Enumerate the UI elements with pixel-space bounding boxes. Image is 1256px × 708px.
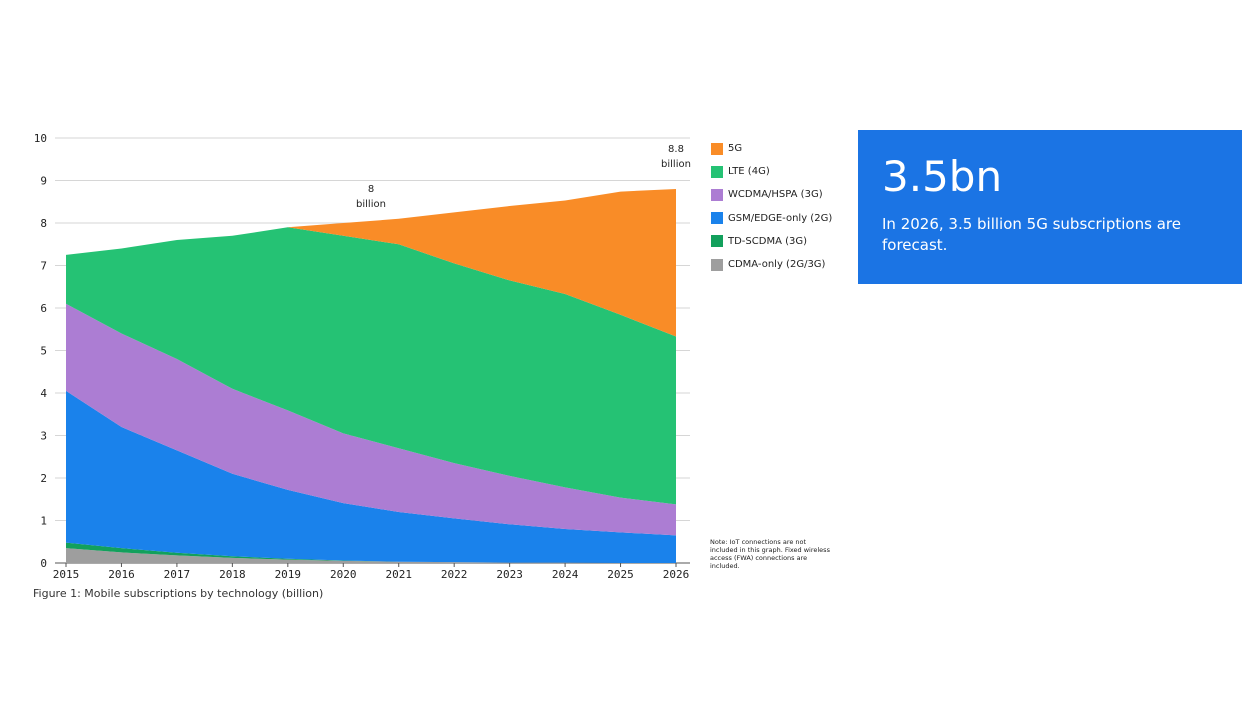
legend-label: WCDMA/HSPA (3G) <box>728 189 823 201</box>
x-tick-label: 2022 <box>441 568 468 581</box>
x-tick-label: 2026 <box>663 568 690 581</box>
legend-swatch <box>711 188 723 201</box>
legend-item: TD-SCDMA (3G) <box>711 230 832 253</box>
y-axis-ticks: 0 1 2 3 4 5 6 7 8 9 10 <box>34 132 48 570</box>
legend-label: GSM/EDGE-only (2G) <box>728 212 833 224</box>
annotation-unit: billion <box>661 159 691 170</box>
y-tick-label: 7 <box>40 260 47 273</box>
legend-label: CDMA-only (2G/3G) <box>728 259 826 271</box>
y-tick-label: 2 <box>40 472 47 485</box>
legend-item: LTE (4G) <box>711 160 832 183</box>
legend-swatch <box>711 165 723 178</box>
subscriptions-chart: 0 1 2 3 4 5 6 7 8 9 10 2015 2016 2017 2018 2019 2020 202… <box>34 132 691 581</box>
x-tick-label: 2023 <box>496 568 523 581</box>
area-wcdma-hspa-3g <box>66 303 676 536</box>
chart-legend: 5G LTE (4G) WCDMA/HSPA (3G) GSM/EDGE-only (… <box>711 137 832 276</box>
legend-label: 5G <box>728 143 743 155</box>
x-tick-label: 2021 <box>385 568 412 581</box>
legend-swatch <box>711 235 723 248</box>
x-tick-label: 2020 <box>330 568 357 581</box>
legend-item: 5G <box>711 137 832 160</box>
area-gsm-edge-only-2g <box>66 390 676 563</box>
x-axis-ticks: 2015 2016 2017 2018 2019 2020 2021 2022 2023 2024… <box>53 563 690 581</box>
y-tick-label: 6 <box>40 302 47 315</box>
x-tick-label: 2019 <box>275 568 302 581</box>
y-tick-label: 8 <box>40 217 47 230</box>
x-tick-label: 2018 <box>219 568 246 581</box>
area-5g <box>66 189 676 337</box>
x-tick-label: 2017 <box>164 568 191 581</box>
legend-item: CDMA-only (2G/3G) <box>711 253 832 276</box>
chart-annotations: 8 billion 8.8 billion <box>356 144 691 210</box>
legend-swatch <box>711 142 723 155</box>
area-lte-4g <box>66 227 676 505</box>
legend-item: WCDMA/HSPA (3G) <box>711 183 832 206</box>
highlight-value: 3.5bn <box>882 152 1003 201</box>
y-tick-label: 0 <box>40 557 47 570</box>
figure-caption: Figure 1: Mobile subscriptions by techno… <box>33 587 324 600</box>
y-tick-label: 5 <box>40 345 47 358</box>
annotation-value: 8.8 <box>668 144 684 155</box>
x-tick-label: 2016 <box>108 568 135 581</box>
area-cdma-only-2g-3g <box>66 548 676 563</box>
y-tick-label: 9 <box>40 175 47 188</box>
y-tick-label: 3 <box>40 430 47 443</box>
highlight-text: In 2026, 3.5 billion 5G subscriptions ar… <box>882 215 1181 255</box>
y-tick-label: 4 <box>40 387 47 400</box>
chart-note: Note: IoT connections are not included i… <box>710 538 830 570</box>
legend-swatch <box>711 212 723 225</box>
x-tick-label: 2015 <box>53 568 80 581</box>
y-tick-label: 1 <box>40 515 47 528</box>
annotation-unit: billion <box>356 199 386 210</box>
highlight-panel: 3.5bn In 2026, 3.5 billion 5G subscripti… <box>858 130 1242 284</box>
x-tick-label: 2025 <box>607 568 634 581</box>
x-tick-label: 2024 <box>552 568 579 581</box>
legend-label: TD-SCDMA (3G) <box>728 235 808 247</box>
legend-label: LTE (4G) <box>728 166 770 178</box>
legend-item: GSM/EDGE-only (2G) <box>711 207 832 230</box>
legend-swatch <box>711 258 723 271</box>
annotation-value: 8 <box>368 184 374 195</box>
y-tick-label: 10 <box>34 132 47 145</box>
area-series <box>66 189 676 563</box>
